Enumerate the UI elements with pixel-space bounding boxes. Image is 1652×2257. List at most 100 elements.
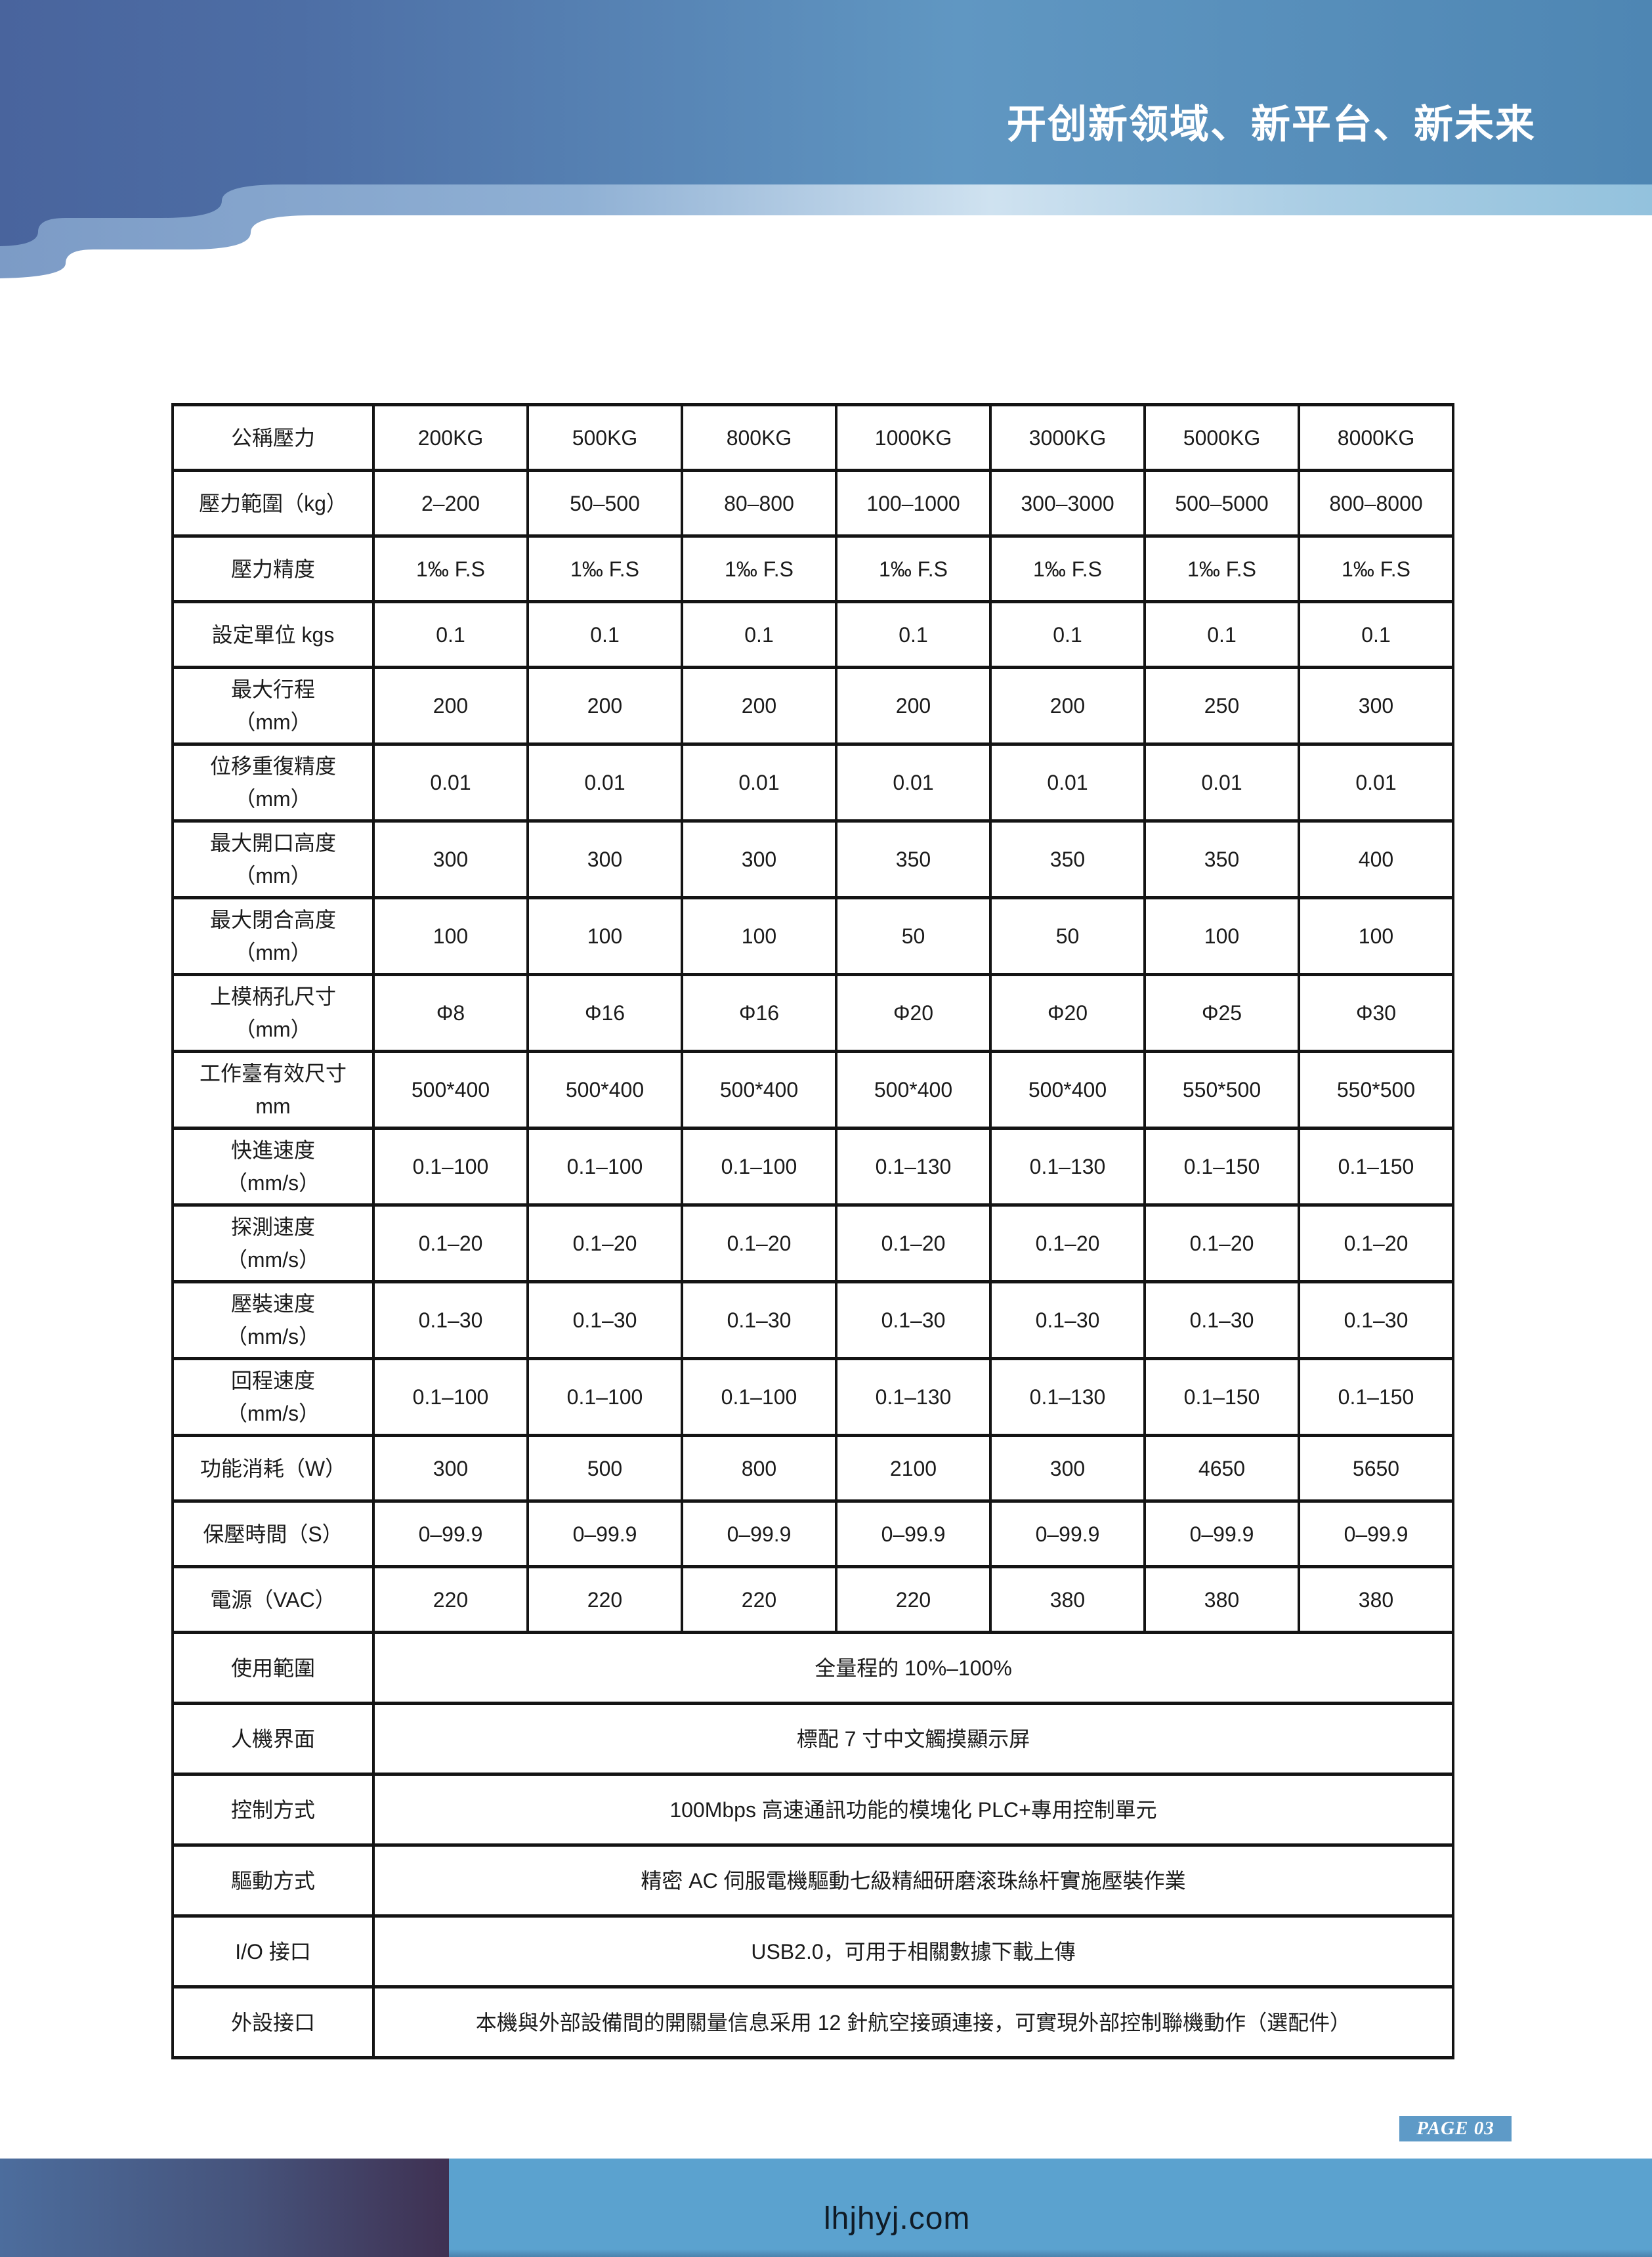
spec-cell: 0.01 xyxy=(1298,742,1454,823)
spec-cell: 0.1 xyxy=(1298,600,1454,669)
spec-cell: 0.1–30 xyxy=(1298,1280,1454,1360)
spec-cell: 0.1–30 xyxy=(1143,1280,1300,1360)
row-label: 驅動方式 xyxy=(171,1843,375,1918)
footer-dark-block xyxy=(0,2159,449,2257)
spec-cell: 0.01 xyxy=(526,742,683,823)
spec-cell: Φ20 xyxy=(835,973,992,1053)
spec-cell: 0.1–150 xyxy=(1143,1357,1300,1437)
spec-cell: 5650 xyxy=(1298,1434,1454,1503)
spec-cell: 0.1–130 xyxy=(989,1357,1146,1437)
spec-cell: 0.1–100 xyxy=(681,1357,837,1437)
table-row: 最大行程 （mm） 200 200 200 200 200 250 300 xyxy=(171,666,1454,746)
spec-cell: 100 xyxy=(372,896,529,976)
spec-cell: Φ16 xyxy=(526,973,683,1053)
spec-cell: 200 xyxy=(989,666,1146,746)
spec-cell: 0–99.9 xyxy=(1298,1499,1454,1568)
spec-cell: 200 xyxy=(681,666,837,746)
spec-cell: Φ8 xyxy=(372,973,529,1053)
spec-span-value: 精密 AC 伺服電機驅動七級精細研磨滚珠絲杆實施壓裝作業 xyxy=(372,1843,1454,1918)
spec-span-value: 全量程的 10%–100% xyxy=(372,1631,1454,1705)
spec-cell: 80–800 xyxy=(681,469,837,538)
spec-cell: 500*400 xyxy=(372,1050,529,1130)
spec-cell: 0.1–130 xyxy=(835,1357,992,1437)
spec-cell: 1000KG xyxy=(835,403,992,472)
row-label: 電源（VAC） xyxy=(171,1565,375,1634)
row-label: 功能消耗（W） xyxy=(171,1434,375,1503)
footer-band xyxy=(0,2159,1652,2257)
table-row: 電源（VAC） 220 220 220 220 380 380 380 xyxy=(171,1565,1454,1634)
spec-cell: 220 xyxy=(681,1565,837,1634)
spec-cell: 350 xyxy=(835,819,992,899)
row-label: 最大開口高度 （mm） xyxy=(171,819,375,899)
row-label: 位移重復精度 （mm） xyxy=(171,742,375,823)
row-label: 回程速度 （mm/s） xyxy=(171,1357,375,1437)
spec-cell: 1‰ F.S xyxy=(1143,534,1300,603)
spec-cell: 550*500 xyxy=(1298,1050,1454,1130)
header-banner xyxy=(0,0,1652,278)
spec-cell: 300 xyxy=(681,819,837,899)
table-row: 設定單位 kgs 0.1 0.1 0.1 0.1 0.1 0.1 0.1 xyxy=(171,600,1454,669)
spec-cell: 0.1–30 xyxy=(526,1280,683,1360)
spec-cell: 1‰ F.S xyxy=(835,534,992,603)
spec-cell: 200 xyxy=(835,666,992,746)
spec-cell: 300 xyxy=(526,819,683,899)
spec-cell: 300 xyxy=(1298,666,1454,746)
spec-cell: 0.1 xyxy=(989,600,1146,669)
spec-cell: 800KG xyxy=(681,403,837,472)
spec-cell: 300 xyxy=(372,1434,529,1503)
spec-cell: 0.1–30 xyxy=(372,1280,529,1360)
spec-cell: 0–99.9 xyxy=(989,1499,1146,1568)
table-row: 壓力精度 1‰ F.S 1‰ F.S 1‰ F.S 1‰ F.S 1‰ F.S 1‰ F.S… xyxy=(171,534,1454,603)
spec-cell: 500*400 xyxy=(681,1050,837,1130)
table-row: 快進速度 （mm/s） 0.1–100 0.1–100 0.1–100 0.1–130 0.… xyxy=(171,1127,1454,1207)
table-row: 工作臺有效尺寸 mm 500*400 500*400 500*400 500*400 500… xyxy=(171,1050,1454,1130)
spec-cell: 0.1–30 xyxy=(681,1280,837,1360)
table-row: 驅動方式 精密 AC 伺服電機驅動七級精細研磨滚珠絲杆實施壓裝作業 xyxy=(171,1843,1454,1918)
row-label: 保壓時間（S） xyxy=(171,1499,375,1568)
spec-cell: 0.1 xyxy=(372,600,529,669)
spec-cell: 300 xyxy=(372,819,529,899)
table-row: 保壓時間（S） 0–99.9 0–99.9 0–99.9 0–99.9 0–99.9 0–9… xyxy=(171,1499,1454,1568)
spec-cell: 800 xyxy=(681,1434,837,1503)
spec-cell: 2–200 xyxy=(372,469,529,538)
table-row: 最大開口高度 （mm） 300 300 300 350 350 350 400 xyxy=(171,819,1454,899)
spec-cell: 0.1–20 xyxy=(835,1203,992,1283)
spec-cell: 0.1–20 xyxy=(1143,1203,1300,1283)
spec-cell: 3000KG xyxy=(989,403,1146,472)
spec-cell: 0.1–100 xyxy=(681,1127,837,1207)
spec-cell: 0.1–20 xyxy=(372,1203,529,1283)
spec-cell: 0.1–100 xyxy=(372,1357,529,1437)
spec-cell: 0.1–130 xyxy=(835,1127,992,1207)
spec-cell: 2100 xyxy=(835,1434,992,1503)
spec-cell: 0.1 xyxy=(1143,600,1300,669)
spec-cell: 220 xyxy=(835,1565,992,1634)
spec-cell: 100–1000 xyxy=(835,469,992,538)
spec-cell: 0.01 xyxy=(989,742,1146,823)
table-row: I/O 接口 USB2.0，可用于相關數據下載上傳 xyxy=(171,1914,1454,1988)
page-title: 开创新领域、新平台、新未来 xyxy=(1007,102,1536,146)
spec-cell: 0.1 xyxy=(526,600,683,669)
table-row: 外設接口 本機與外部設備間的開關量信息采用 12 針航空接頭連接，可實現外部控制聯… xyxy=(171,1985,1454,2059)
spec-cell: 50 xyxy=(989,896,1146,976)
row-label: 壓力精度 xyxy=(171,534,375,603)
spec-cell: 1‰ F.S xyxy=(681,534,837,603)
spec-cell: 300 xyxy=(989,1434,1146,1503)
spec-cell: 0.1–130 xyxy=(989,1127,1146,1207)
spec-cell: 0.1–20 xyxy=(526,1203,683,1283)
spec-cell: 0.1–150 xyxy=(1298,1357,1454,1437)
spec-cell: 0.1–150 xyxy=(1298,1127,1454,1207)
table-row: 使用範圍 全量程的 10%–100% xyxy=(171,1631,1454,1705)
spec-cell: Φ30 xyxy=(1298,973,1454,1053)
table-row: 人機界面 標配 7 寸中文觸摸顯示屏 xyxy=(171,1702,1454,1776)
spec-cell: 500–5000 xyxy=(1143,469,1300,538)
spec-cell: 0–99.9 xyxy=(681,1499,837,1568)
table-row: 壓力範圍（kg） 2–200 50–500 80–800 100–1000 300–300… xyxy=(171,469,1454,538)
spec-cell: 0.1–20 xyxy=(1298,1203,1454,1283)
spec-span-value: 本機與外部設備間的開關量信息采用 12 針航空接頭連接，可實現外部控制聯機動作（… xyxy=(372,1985,1454,2059)
website-text: lhjhyj.com xyxy=(824,2201,971,2236)
spec-cell: 0.01 xyxy=(681,742,837,823)
spec-cell: 50–500 xyxy=(526,469,683,538)
row-label: 快進速度 （mm/s） xyxy=(171,1127,375,1207)
spec-table: 公稱壓力 200KG 500KG 800KG 1000KG 3000KG 5000KG 800… xyxy=(171,403,1454,2059)
